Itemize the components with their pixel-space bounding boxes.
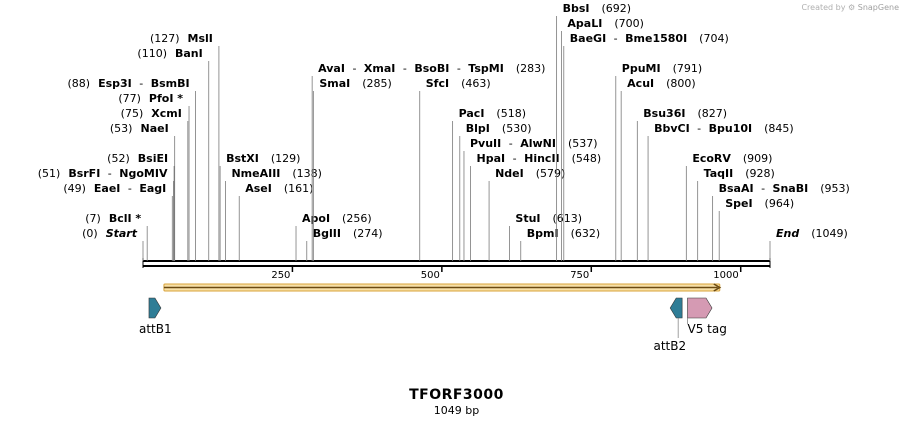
- site-label: BglII (274): [313, 227, 383, 240]
- site-label: NmeAIII (138): [231, 167, 322, 180]
- site-label: BbvCI - Bpu10I (845): [654, 122, 794, 135]
- site-label: ApoI (256): [302, 212, 372, 225]
- site-label: StuI (613): [515, 212, 582, 225]
- site-label: BaeGI - Bme1580I (704): [570, 32, 729, 45]
- feature-arrow: [148, 297, 162, 319]
- site-label: Bsu36I (827): [643, 107, 727, 120]
- site-label: BlpI (530): [466, 122, 532, 135]
- site-label: SmaI (285): [319, 77, 392, 90]
- feature-arrow: [687, 297, 713, 319]
- site-label: PvuII - AlwNI (537): [470, 137, 598, 150]
- site-label: (88) Esp3I - BsmBI: [67, 77, 189, 90]
- site-label: NdeI (579): [495, 167, 565, 180]
- site-label: PpuMI (791): [622, 62, 702, 75]
- sequence-title-block: TFORF3000 1049 bp: [0, 387, 913, 417]
- credit-prefix: Created by: [801, 3, 846, 12]
- site-label: (0) Start: [82, 227, 138, 240]
- site-label: BpmI (632): [527, 227, 600, 240]
- snapgene-logo-icon: ⚙: [848, 3, 856, 12]
- site-label: End (1049): [776, 227, 848, 240]
- feature-label: V5 tag: [688, 322, 727, 336]
- site-label: AseI (161): [245, 182, 313, 195]
- site-label: AvaI - XmaI - BsoBI - TspMI (283): [318, 62, 545, 75]
- site-label: (75) XcmI: [121, 107, 182, 120]
- site-label: ApaLI (700): [567, 17, 644, 30]
- site-label: BsaAI - SnaBI (953): [719, 182, 850, 195]
- site-label: HpaI - HincII (548): [477, 152, 602, 165]
- site-label: (77) PfoI *: [118, 92, 183, 105]
- feature-label: attB1: [139, 322, 172, 336]
- ruler-tick-label: 500: [421, 270, 440, 281]
- site-label: (53) NaeI: [110, 122, 169, 135]
- credit-brand: SnapGene: [857, 3, 899, 12]
- site-label: (51) BsrFI - NgoMIV: [38, 167, 168, 180]
- site-label: BbsI (692): [563, 2, 632, 15]
- site-label: EcoRV (909): [692, 152, 772, 165]
- site-label: BstXI (129): [226, 152, 300, 165]
- site-label: PacI (518): [459, 107, 526, 120]
- site-label: (49) EaeI - EagI: [63, 182, 166, 195]
- sequence-name: TFORF3000: [409, 387, 504, 403]
- site-label: (110) BanI: [137, 47, 202, 60]
- site-label: (127) MslI: [150, 32, 213, 45]
- site-label: SpeI (964): [725, 197, 794, 210]
- ruler-tick-label: 250: [271, 270, 290, 281]
- orf-arrowhead: [713, 283, 722, 292]
- site-label: SfcI (463): [426, 77, 491, 90]
- site-label: (52) BsiEI: [107, 152, 168, 165]
- site-label: (7) BclI *: [85, 212, 141, 225]
- feature-arrow: [669, 297, 683, 319]
- site-label: AcuI (800): [627, 77, 696, 90]
- ruler-tick-label: 1000: [713, 270, 738, 281]
- ruler-tick-label: 750: [570, 270, 589, 281]
- sequence-length: 1049 bp: [433, 404, 480, 417]
- site-label: TaqII (928): [704, 167, 775, 180]
- feature-label: attB2: [653, 339, 686, 353]
- snapgene-credit: Created by ⚙ SnapGene: [801, 3, 899, 12]
